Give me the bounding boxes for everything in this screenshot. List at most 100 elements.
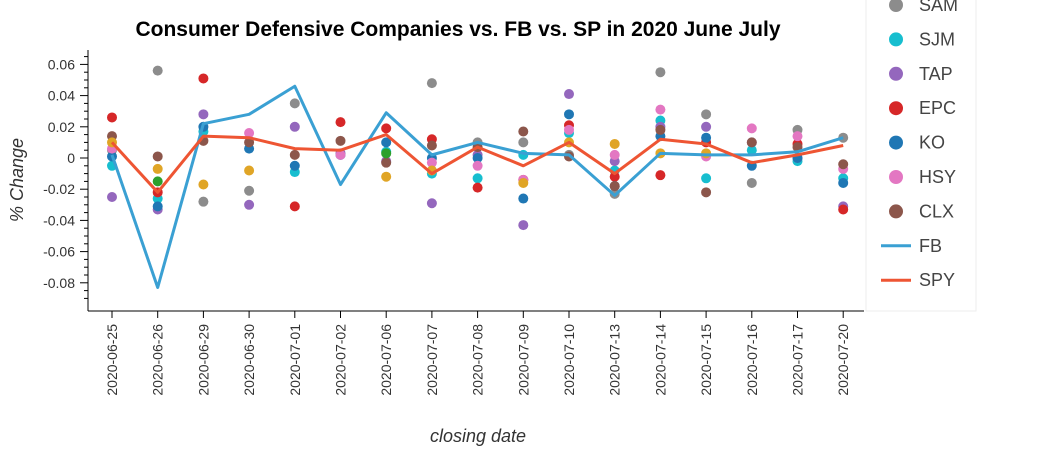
x-tick-label: 2020-07-13 — [607, 324, 623, 396]
legend-label: EPC — [919, 98, 956, 118]
scatter-point — [152, 201, 163, 212]
scatter-point — [472, 182, 483, 193]
legend-marker — [889, 66, 903, 81]
y-ticks: 0.06 0.04 0.02 0 -0.02 -0.04 -0.06 -0.08 — [43, 56, 88, 299]
scatter-point — [609, 171, 620, 182]
legend-marker — [889, 170, 903, 184]
x-tick-label: 2020-06-25 — [104, 324, 120, 396]
scatter-point — [838, 159, 849, 170]
legend-label: SAM — [919, 0, 958, 15]
scatter-point — [746, 137, 757, 148]
x-tick-label: 2020-06-29 — [195, 324, 211, 396]
x-tick-label: 2020-07-15 — [698, 324, 714, 396]
scatter-point — [518, 220, 529, 231]
scatter-point — [518, 193, 529, 204]
scatter-point — [426, 78, 437, 89]
scatter-point — [107, 192, 117, 202]
y-tick-label: 0 — [67, 150, 75, 166]
scatter-point — [244, 199, 255, 210]
scatter-point — [838, 177, 849, 188]
scatter-point — [381, 171, 392, 182]
legend-label: KO — [919, 133, 945, 153]
scatter-point — [426, 140, 437, 151]
scatter-point — [381, 157, 392, 168]
line-layer — [110, 84, 844, 289]
scatter-point — [289, 149, 300, 160]
scatter-point — [838, 204, 849, 215]
x-ticks: 2020-06-25 2020-06-26 2020-06-29 2020-06-30… — [104, 311, 851, 396]
scatter-point — [701, 132, 712, 143]
scatter-point — [609, 181, 620, 192]
scatter-point — [198, 179, 209, 190]
scatter-point — [289, 160, 300, 171]
legend-marker — [889, 32, 903, 47]
scatter-point — [244, 185, 255, 196]
scatter-point — [472, 160, 483, 171]
x-tick-label: 2020-07-16 — [744, 324, 760, 396]
scatter-point — [701, 121, 712, 132]
scatter-point — [564, 109, 574, 120]
legend-marker — [889, 204, 903, 219]
scatter-point — [746, 177, 757, 188]
legend-label: HSY — [919, 167, 956, 187]
scatter-point — [426, 198, 437, 209]
x-tick-label: 2020-07-20 — [835, 324, 851, 396]
legend-marker — [889, 0, 903, 12]
scatter-point — [655, 124, 666, 135]
scatter-point — [198, 196, 209, 207]
y-tick-label: 0.02 — [48, 119, 75, 135]
x-tick-label: 2020-06-30 — [241, 324, 257, 396]
scatter-point — [701, 187, 712, 198]
y-tick-label: -0.04 — [43, 212, 75, 228]
y-tick-label: -0.08 — [43, 275, 75, 291]
x-tick-label: 2020-07-09 — [515, 324, 531, 396]
scatter-point — [152, 163, 163, 174]
x-tick-label: 2020-06-26 — [150, 324, 166, 396]
scatter-point — [335, 117, 346, 128]
legend-label: CLX — [919, 201, 954, 221]
x-tick-label: 2020-07-02 — [333, 324, 349, 396]
x-tick-label: 2020-07-01 — [287, 324, 303, 396]
legend-marker — [889, 135, 903, 150]
scatter-point — [609, 149, 620, 160]
scatter-point — [289, 201, 300, 212]
scatter-point — [152, 151, 163, 162]
legend-label: SPY — [919, 270, 955, 290]
scatter-layer — [107, 65, 849, 231]
scatter-point — [152, 176, 163, 187]
scatter-point — [655, 104, 666, 115]
y-tick-label: -0.06 — [43, 244, 75, 260]
series-line-fb — [110, 84, 844, 289]
scatter-point — [564, 124, 574, 135]
series-line-spy — [110, 133, 844, 194]
scatter-point — [609, 138, 620, 149]
scatter-point — [152, 65, 163, 76]
scatter-point — [472, 153, 483, 163]
scatter-point — [107, 112, 117, 123]
legend-label: TAP — [919, 64, 953, 84]
y-tick-label: 0.06 — [48, 56, 75, 72]
legend-marker — [889, 101, 903, 116]
scatter-point — [335, 135, 346, 146]
scatter-point — [564, 89, 574, 100]
scatter-point — [198, 109, 209, 120]
scatter-point — [381, 137, 392, 148]
x-tick-label: 2020-07-17 — [790, 324, 806, 396]
legend: SAM SJM TAP EPC KO HSY CLX FB SPY — [865, 0, 977, 312]
x-axis-label: closing date — [430, 426, 526, 446]
y-tick-label: 0.04 — [48, 88, 75, 104]
legend-box — [865, 0, 977, 312]
scatter-point — [746, 123, 757, 134]
y-tick-label: -0.02 — [43, 181, 75, 197]
scatter-point — [655, 67, 666, 78]
scatter-point — [746, 145, 757, 156]
x-tick-label: 2020-07-14 — [652, 324, 668, 396]
scatter-point — [518, 177, 529, 188]
scatter-point — [701, 173, 712, 184]
chart-title: Consumer Defensive Companies vs. FB vs. … — [135, 18, 780, 41]
scatter-point — [426, 157, 437, 168]
scatter-point — [289, 121, 300, 132]
scatter-point — [518, 126, 529, 137]
x-tick-label: 2020-07-10 — [561, 324, 577, 396]
